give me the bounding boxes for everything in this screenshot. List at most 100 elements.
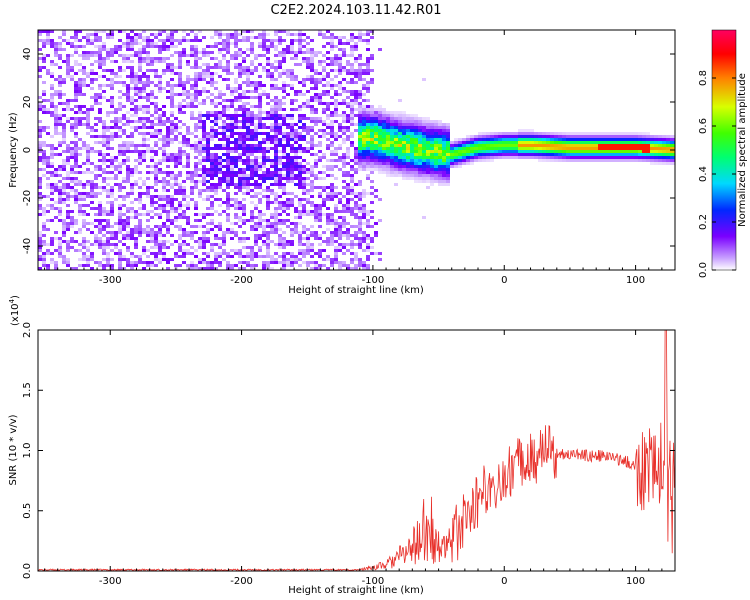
spectrogram-cell — [602, 135, 606, 138]
spectrogram-cell — [190, 93, 194, 96]
spectrogram-cell — [110, 189, 114, 192]
spectrogram-cell — [346, 90, 350, 93]
spectrogram-cell — [466, 135, 470, 138]
spectrogram-cell — [234, 222, 238, 225]
spectrogram-cell — [138, 120, 142, 123]
spectrogram-cell — [306, 264, 310, 267]
spectrogram-cell — [298, 120, 302, 123]
spectrogram-cell — [130, 141, 134, 144]
spectrogram-cell — [306, 198, 310, 201]
spectrogram-cell — [590, 138, 594, 141]
spectrogram-cell — [438, 123, 442, 126]
spectrogram-cell — [274, 243, 278, 246]
spectrogram-cell — [170, 156, 174, 159]
spectrogram-cell — [294, 210, 298, 213]
spectrogram-cell — [290, 162, 294, 165]
spectrogram-cell — [262, 69, 266, 72]
spectrogram-cell — [282, 222, 286, 225]
spectrogram-cell — [314, 234, 318, 237]
spectrogram-cell — [394, 114, 398, 117]
spectrogram-cell — [182, 84, 186, 87]
spectrogram-cell — [402, 165, 406, 168]
spectrogram-cell — [242, 240, 246, 243]
spectrogram-cell — [350, 180, 354, 183]
spectrogram-cell — [294, 162, 298, 165]
spectrogram-cell — [166, 159, 170, 162]
spectrogram-cell — [126, 219, 130, 222]
spectrogram-cell — [70, 99, 74, 102]
spectrogram-cell — [170, 201, 174, 204]
spectrogram-cell — [266, 69, 270, 72]
spectrogram-cell — [78, 153, 82, 156]
spectrogram-cell — [618, 150, 622, 153]
spectrogram-cell — [226, 261, 230, 264]
spectrogram-cell — [90, 195, 94, 198]
spectrogram-cell — [146, 150, 150, 153]
spectrogram-cell — [102, 189, 106, 192]
spectrogram-cell — [362, 39, 366, 42]
spectrogram-cell — [302, 228, 306, 231]
spectrogram-cell — [38, 159, 42, 162]
spectrogram-cell — [142, 60, 146, 63]
spectrogram-cell — [278, 204, 282, 207]
spectrogram-cell — [358, 162, 362, 165]
spectrogram-cell — [330, 84, 334, 87]
spectrogram-cell — [338, 36, 342, 39]
spectrogram-cell — [86, 54, 90, 57]
spectrogram-cell — [246, 246, 250, 249]
spectrogram-cell — [214, 192, 218, 195]
spectrogram-cell — [234, 264, 238, 267]
spectrogram-cell — [294, 93, 298, 96]
spectrogram-cell — [346, 54, 350, 57]
spectrogram-cell — [230, 87, 234, 90]
spectrogram-cell — [158, 114, 162, 117]
colorbar-tick-label: 0.2 — [698, 214, 709, 230]
spectrogram-cell — [222, 66, 226, 69]
spectrogram-cell — [158, 57, 162, 60]
spectrogram-cell — [134, 33, 138, 36]
spectrogram-cell — [166, 36, 170, 39]
spectrogram-cell — [334, 108, 338, 111]
spectrogram-cell — [342, 153, 346, 156]
spectrogram-cell — [258, 198, 262, 201]
spectrogram-cell — [478, 135, 482, 138]
spectrogram-cell — [206, 174, 210, 177]
spectrogram-cell — [154, 135, 158, 138]
spectrogram-cell — [266, 156, 270, 159]
spectrogram-cell — [46, 162, 50, 165]
spectrogram-cell — [222, 39, 226, 42]
spectrogram-cell — [262, 234, 266, 237]
spectrogram-cell — [238, 141, 242, 144]
spectrogram-cell — [310, 189, 314, 192]
spectrogram-cell — [334, 99, 338, 102]
spectrogram-cell — [58, 120, 62, 123]
spectrogram-cell — [98, 117, 102, 120]
spectrogram-cell — [106, 264, 110, 267]
spectrogram-cell — [242, 246, 246, 249]
spectrogram-cell — [250, 114, 254, 117]
spectrogram-cell — [70, 117, 74, 120]
spectrogram-cell — [278, 123, 282, 126]
spectrogram-cell — [318, 135, 322, 138]
spectrogram-cell — [446, 150, 450, 153]
spectrogram-cell — [326, 159, 330, 162]
spectrogram-cell — [334, 75, 338, 78]
spectrogram-cell — [190, 87, 194, 90]
spectrogram-cell — [190, 66, 194, 69]
spectrogram-cell — [54, 105, 58, 108]
spectrogram-cell — [378, 144, 382, 147]
spectrogram-cell — [158, 216, 162, 219]
spectrogram-cell — [146, 189, 150, 192]
spectrogram-cell — [122, 234, 126, 237]
spectrogram-cell — [330, 240, 334, 243]
spectrogram-cell — [502, 153, 506, 156]
spectrogram-cell — [350, 63, 354, 66]
spectrogram-cell — [670, 141, 674, 144]
spectrogram-cell — [314, 159, 318, 162]
spectrogram-cell — [206, 180, 210, 183]
spectrogram-cell — [338, 198, 342, 201]
spectrogram-cell — [366, 141, 370, 144]
spectrogram-cell — [350, 102, 354, 105]
spectrogram-cell — [386, 171, 390, 174]
spectrogram-cell — [310, 111, 314, 114]
